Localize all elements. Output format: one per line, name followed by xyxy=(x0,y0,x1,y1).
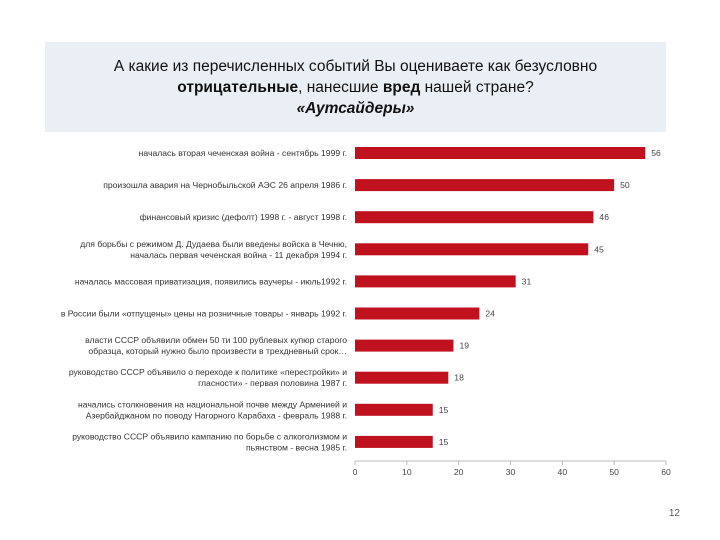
value-label-8: 18 xyxy=(454,373,464,383)
category-label-7-line-2: образца, который нужно было произвести в… xyxy=(88,346,347,356)
category-label-4-line-2: началась первая чеченская война - 11 дек… xyxy=(130,250,347,260)
category-label-7-line-1: власти СССР объявили обмен 50 ти 100 руб… xyxy=(85,335,347,345)
category-label-10-line-2: пьянством - весна 1985 г. xyxy=(246,442,347,452)
x-tick-label-30: 30 xyxy=(506,467,516,477)
title-emphasis-harm: вред xyxy=(382,79,421,96)
x-tick-label-40: 40 xyxy=(558,467,568,477)
category-label-5: началась массовая приватизация, появилис… xyxy=(75,276,347,286)
title-line-2: отрицательные, нанесшие вред нашей стран… xyxy=(45,77,666,98)
value-label-6: 24 xyxy=(485,309,495,319)
page-number: 12 xyxy=(668,508,680,519)
value-label-2: 50 xyxy=(620,180,630,190)
category-label-6: в России были «отпущены» цены на розничн… xyxy=(61,309,347,319)
category-label-4-line-1: для борьбы с режимом Д. Дудаева были вве… xyxy=(80,239,347,249)
category-label-2: произошла авария на Чернобыльской АЭС 26… xyxy=(103,180,347,190)
bar-9 xyxy=(355,403,433,416)
value-label-10: 15 xyxy=(439,437,449,447)
value-label-1: 56 xyxy=(651,148,661,158)
bar-3 xyxy=(355,211,594,224)
slide-subtitle: «Аутсайдеры» xyxy=(296,100,415,117)
x-tick-label-50: 50 xyxy=(609,467,619,477)
bar-5 xyxy=(355,275,516,288)
bar-1 xyxy=(355,147,646,159)
value-label-3: 46 xyxy=(599,212,609,222)
category-label-9-line-2: Азербайджаном по поводу Нагорного Караба… xyxy=(86,410,347,420)
x-tick-label-10: 10 xyxy=(402,467,412,477)
category-label-1: началась вторая чеченская война - сентяб… xyxy=(139,148,347,158)
title-line-1: А какие из перечисленных событий Вы оцен… xyxy=(113,58,598,75)
bar-6 xyxy=(355,307,480,320)
x-tick-label-20: 20 xyxy=(454,467,464,477)
slide-title: А какие из перечисленных событий Вы оцен… xyxy=(45,56,666,119)
value-label-5: 31 xyxy=(522,276,532,286)
value-label-9: 15 xyxy=(439,405,449,415)
category-label-10-line-1: руководство СССР объявило кампанию по бо… xyxy=(72,431,347,441)
x-tick-label-0: 0 xyxy=(353,467,358,477)
bar-4 xyxy=(355,243,589,256)
x-tick-label-60: 60 xyxy=(661,467,671,477)
category-label-9-line-1: начались столкновения на национальной по… xyxy=(78,399,347,409)
value-label-7: 19 xyxy=(459,341,469,351)
category-label-3: финансовый кризис (дефолт) 1998 г. - авг… xyxy=(140,212,347,222)
bar-7 xyxy=(355,339,454,352)
title-emphasis-negative: отрицательные xyxy=(177,79,299,96)
value-label-4: 45 xyxy=(594,244,604,254)
category-label-8-line-2: гласности» - первая половина 1987 г. xyxy=(198,378,347,388)
title-end-text: нашей стране? xyxy=(420,79,534,96)
title-mid-text: , нанесшие xyxy=(298,79,383,96)
title-header-band xyxy=(45,42,666,132)
bar-2 xyxy=(355,179,615,192)
bar-10 xyxy=(355,435,433,448)
category-label-8-line-1: руководство СССР объявило о переходе к п… xyxy=(69,367,347,377)
bar-8 xyxy=(355,371,449,384)
